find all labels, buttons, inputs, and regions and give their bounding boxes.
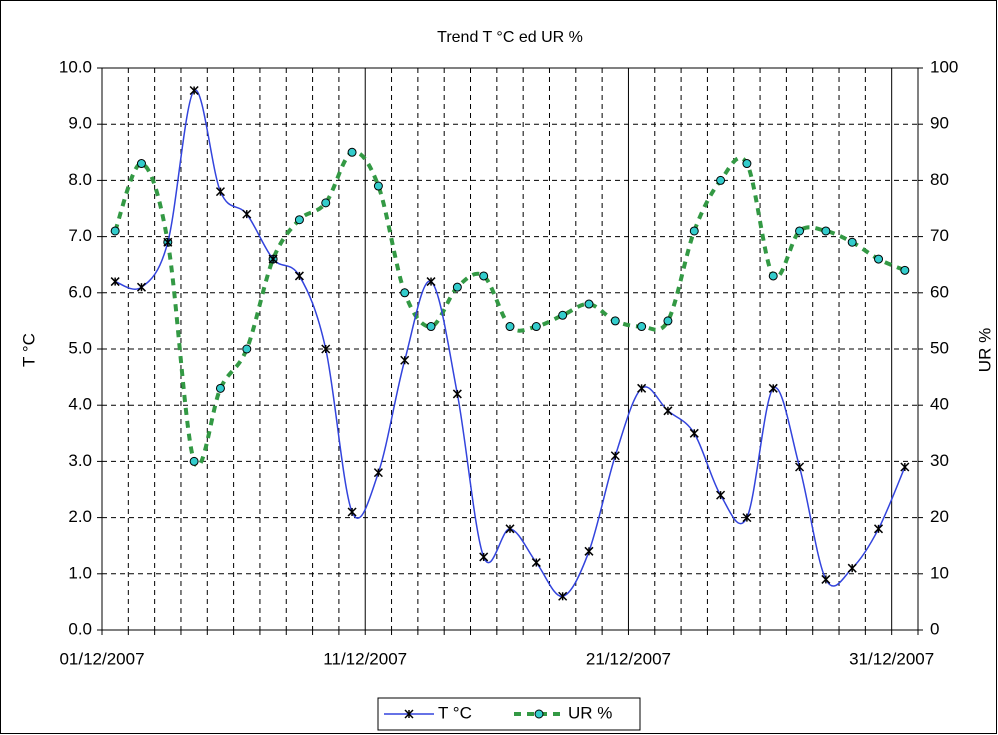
y-tick-label: 8.0 bbox=[68, 170, 92, 189]
marker-circle bbox=[663, 316, 673, 326]
marker-x bbox=[584, 546, 594, 556]
x-tick-label: 21/12/2007 bbox=[586, 649, 671, 668]
marker-x bbox=[531, 558, 541, 568]
marker-circle bbox=[689, 226, 699, 236]
marker-x bbox=[321, 344, 331, 354]
y-tick-label: 1.0 bbox=[68, 563, 92, 582]
marker-x bbox=[136, 282, 147, 292]
marker-circle bbox=[534, 709, 544, 719]
marker-circle bbox=[373, 181, 383, 191]
marker-circle bbox=[874, 254, 884, 264]
y-tick-label: 10.0 bbox=[59, 57, 92, 76]
y2-tick-label: 50 bbox=[930, 338, 949, 357]
marker-x bbox=[558, 591, 568, 601]
marker-x bbox=[189, 85, 199, 96]
y2-tick-label: 100 bbox=[930, 57, 958, 76]
marker-circle bbox=[558, 310, 568, 320]
marker-circle bbox=[452, 282, 462, 292]
marker-circle bbox=[400, 288, 410, 298]
marker-x bbox=[268, 254, 278, 264]
marker-circle bbox=[136, 159, 146, 169]
marker-circle bbox=[189, 456, 199, 466]
marker-circle bbox=[531, 322, 541, 332]
marker-x bbox=[873, 524, 884, 534]
y2-tick-label: 80 bbox=[930, 170, 949, 189]
marker-x bbox=[847, 563, 857, 573]
y2-tick-label: 40 bbox=[930, 395, 949, 414]
marker-circle bbox=[426, 322, 436, 332]
marker-x bbox=[821, 574, 831, 584]
marker-circle bbox=[321, 198, 331, 208]
marker-circle bbox=[505, 322, 515, 332]
marker-x bbox=[400, 355, 410, 365]
marker-circle bbox=[768, 271, 778, 281]
marker-x bbox=[242, 209, 252, 219]
marker-x bbox=[505, 524, 515, 534]
y-tick-label: 7.0 bbox=[68, 226, 92, 245]
marker-x bbox=[716, 490, 726, 500]
y2-axis-title: UR % bbox=[975, 328, 994, 372]
marker-x bbox=[742, 513, 752, 523]
marker-circle bbox=[821, 226, 831, 236]
legend: T °C UR % bbox=[377, 697, 641, 731]
y-tick-label: 0.0 bbox=[68, 619, 92, 638]
y2-tick-label: 20 bbox=[930, 507, 949, 526]
y-tick-label: 5.0 bbox=[68, 338, 92, 357]
marker-x bbox=[663, 406, 673, 416]
marker-circle bbox=[742, 159, 752, 169]
marker-x bbox=[347, 507, 357, 517]
marker-circle bbox=[294, 215, 304, 225]
chart-title: Trend T °C ed UR % bbox=[437, 29, 583, 46]
marker-x bbox=[163, 237, 173, 247]
marker-circle bbox=[716, 175, 726, 185]
y-axis-title: T °C bbox=[19, 333, 38, 367]
y2-tick-label: 60 bbox=[930, 282, 949, 301]
y-tick-label: 3.0 bbox=[68, 451, 92, 470]
marker-x bbox=[215, 187, 225, 197]
y2-tick-label: 0 bbox=[930, 619, 939, 638]
marker-circle bbox=[215, 383, 225, 393]
marker-x bbox=[610, 451, 620, 461]
marker-x bbox=[452, 389, 462, 399]
series-line bbox=[113, 149, 906, 468]
marker-x bbox=[637, 383, 647, 393]
y2-tick-label: 90 bbox=[930, 114, 949, 133]
legend-label: T °C bbox=[438, 703, 472, 722]
marker-x bbox=[426, 277, 436, 287]
y-tick-label: 6.0 bbox=[68, 282, 92, 301]
marker-circle bbox=[110, 226, 120, 236]
marker-x bbox=[768, 383, 778, 393]
marker-circle bbox=[610, 316, 620, 326]
marker-x bbox=[479, 552, 489, 562]
marker-x bbox=[404, 709, 414, 719]
y-tick-label: 2.0 bbox=[68, 507, 92, 526]
marker-circle bbox=[795, 226, 805, 236]
y-tick-label: 9.0 bbox=[68, 114, 92, 133]
marker-circle bbox=[479, 271, 489, 281]
y-tick-label: 4.0 bbox=[68, 395, 92, 414]
y2-tick-label: 10 bbox=[930, 563, 949, 582]
marker-x bbox=[110, 277, 120, 287]
marker-x bbox=[294, 271, 304, 281]
marker-circle bbox=[584, 299, 594, 309]
plot-area bbox=[101, 67, 919, 631]
marker-x bbox=[900, 462, 910, 472]
marker-circle bbox=[347, 147, 357, 157]
x-tick-label: 11/12/2007 bbox=[323, 649, 407, 668]
marker-x bbox=[373, 468, 383, 478]
x-tick-label: 01/12/2007 bbox=[59, 649, 144, 668]
legend-label: UR % bbox=[568, 703, 612, 722]
y2-tick-label: 30 bbox=[930, 451, 949, 470]
marker-x bbox=[689, 428, 699, 438]
marker-circle bbox=[900, 265, 910, 275]
marker-circle bbox=[242, 344, 252, 354]
marker-x bbox=[795, 462, 805, 472]
marker-circle bbox=[637, 322, 647, 332]
y2-tick-label: 70 bbox=[930, 226, 949, 245]
x-tick-label: 31/12/2007 bbox=[849, 649, 934, 668]
marker-circle bbox=[847, 237, 857, 247]
